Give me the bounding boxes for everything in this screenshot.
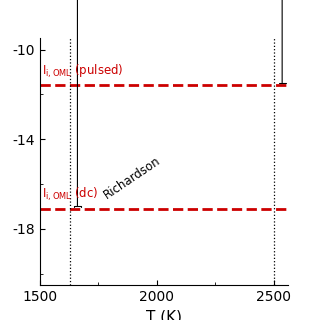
Text: x10: x10: [42, 25, 63, 35]
X-axis label: T (K): T (K): [146, 309, 182, 320]
Text: I$_{\mathregular{i,OML}}$ (pulsed): I$_{\mathregular{i,OML}}$ (pulsed): [42, 63, 124, 80]
Text: I$_{\mathregular{i,OML}}$ (dc): I$_{\mathregular{i,OML}}$ (dc): [42, 186, 99, 203]
Text: Richardson: Richardson: [101, 154, 163, 201]
